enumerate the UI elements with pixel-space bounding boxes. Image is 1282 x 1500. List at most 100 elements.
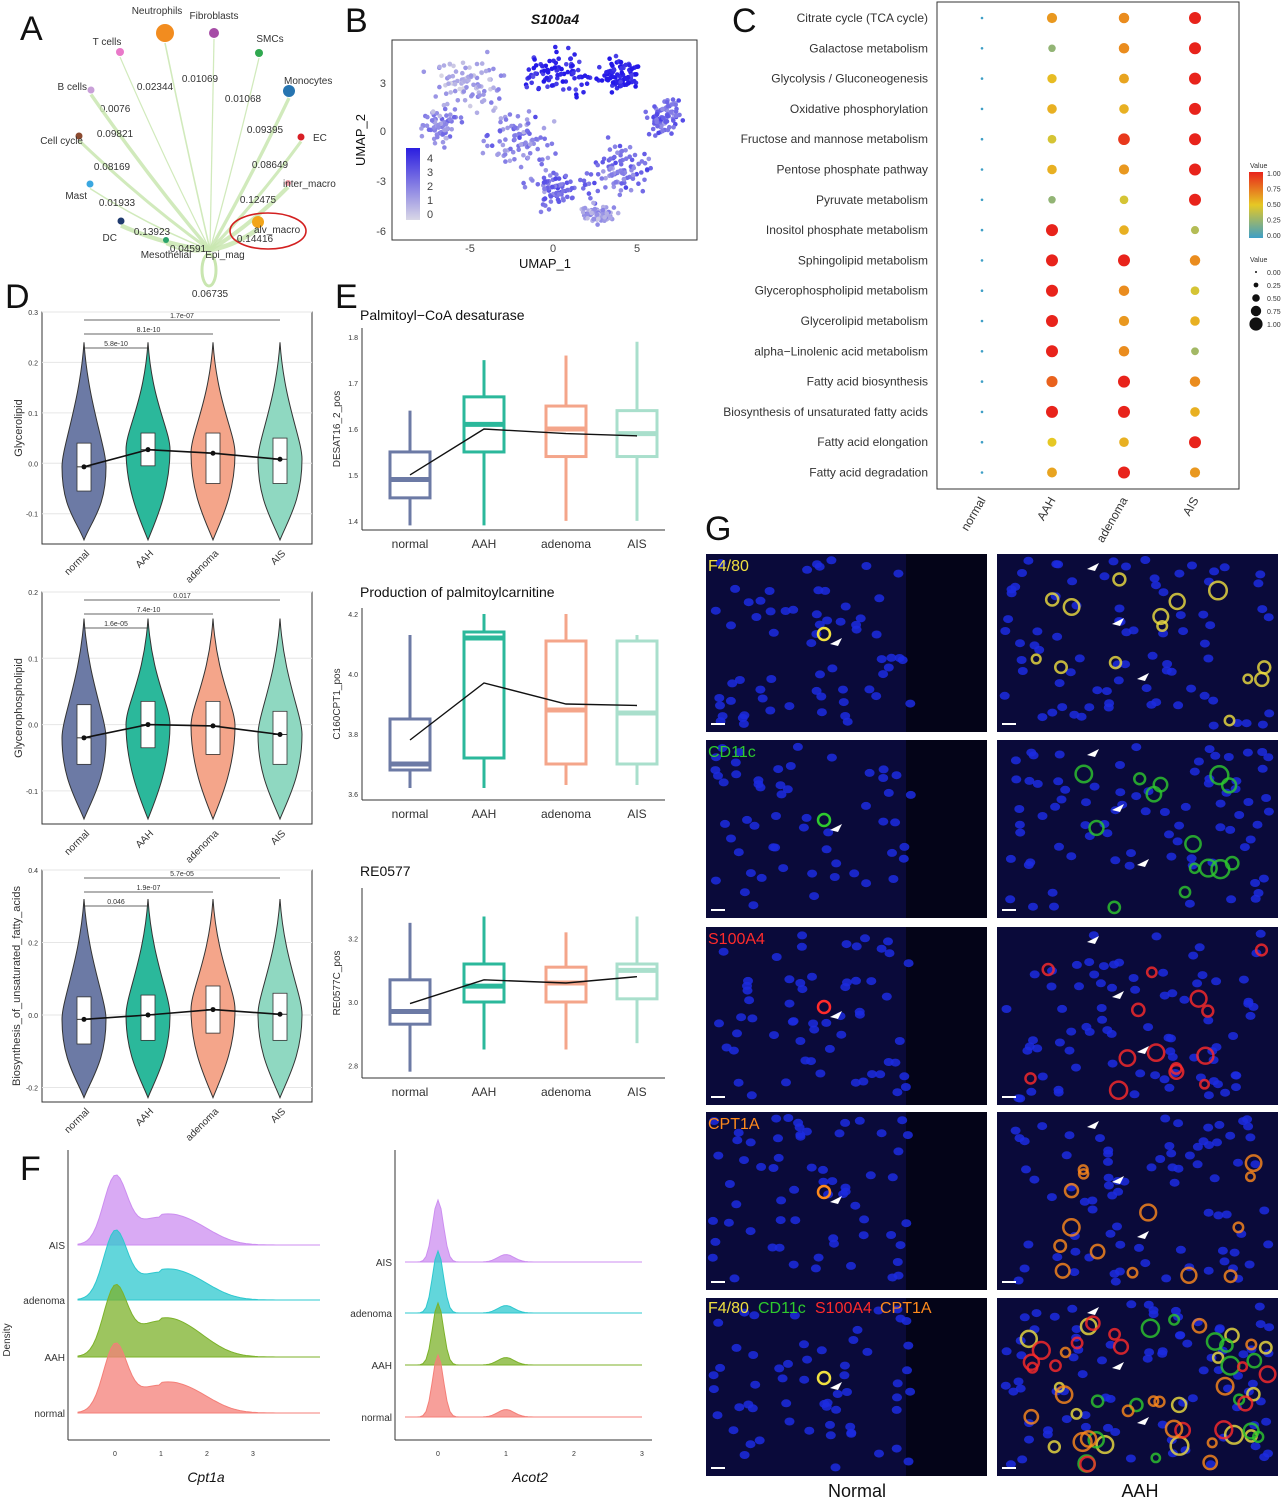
nucleus [842, 978, 852, 987]
nucleus [1047, 708, 1058, 717]
nucleus [845, 1422, 856, 1431]
dot-mark [1047, 73, 1057, 84]
dot-mark [980, 350, 984, 353]
signal [1126, 1266, 1139, 1279]
signal [1242, 673, 1254, 685]
nucleus [816, 1346, 827, 1355]
umap-point [584, 171, 590, 176]
nucleus [784, 1417, 795, 1426]
cell-node [285, 180, 291, 186]
signal [1070, 1336, 1084, 1350]
umap-point [524, 117, 530, 122]
violin-box [272, 710, 288, 765]
nucleus [1066, 852, 1077, 861]
nucleus [1092, 686, 1103, 695]
umap-point [594, 212, 600, 218]
panel-b-umap: S100a4 4 3 2 1 0 -5 0 5 3 0 -3 -6 UMAP_1 UMAP_2 [353, 11, 698, 271]
nucleus [1032, 779, 1043, 788]
nucleus [1054, 750, 1065, 759]
size-legend-tick: 0.75 [1267, 309, 1281, 316]
nucleus [893, 1271, 904, 1280]
umap-point [609, 61, 614, 67]
interaction-edge [209, 57, 260, 251]
nucleus [1131, 792, 1142, 801]
nucleus [1169, 1178, 1180, 1187]
size-legend-dot [1250, 305, 1262, 317]
nucleus [1053, 777, 1064, 786]
umap-ytick: -3 [376, 176, 386, 188]
nucleus [739, 888, 750, 897]
ridge-label: normal [361, 1413, 392, 1424]
umap-point [613, 180, 618, 185]
umap-colorbar-tick: 1 [427, 195, 433, 207]
nucleus [900, 1083, 911, 1091]
umap-point [485, 143, 490, 149]
nucleus [1203, 1208, 1214, 1217]
cell-node [163, 237, 169, 243]
nucleus [1174, 1331, 1185, 1340]
nucleus [1046, 1193, 1057, 1202]
nucleus [903, 1341, 914, 1350]
umap-point [659, 124, 664, 129]
nucleus [1192, 1160, 1203, 1169]
nucleus [1159, 808, 1170, 816]
nucleus [1211, 977, 1222, 986]
dot-mark [1046, 376, 1058, 388]
density-ridge [77, 1229, 320, 1301]
nucleus [1023, 556, 1034, 565]
nucleus [1239, 843, 1250, 852]
signal [1258, 1365, 1277, 1384]
umap-point [443, 91, 449, 96]
dark-region [906, 740, 987, 918]
signal [1214, 1420, 1234, 1440]
nucleus [850, 1201, 861, 1210]
nucleus [825, 1420, 835, 1429]
dot-mark [1119, 437, 1129, 448]
color-legend-tick: 1.00 [1267, 171, 1281, 178]
signal [1220, 777, 1238, 794]
nucleus [1199, 639, 1210, 648]
dotplot-rows: Citrate cycle (TCA cycle) Galactose metab… [723, 11, 1201, 480]
pathway-label: Pentose phosphate pathway [777, 163, 928, 177]
nucleus [893, 1147, 904, 1156]
nucleus [802, 565, 813, 574]
nucleus [1259, 1206, 1270, 1215]
ytick-label: 0.1 [28, 411, 38, 418]
nucleus [1186, 854, 1197, 863]
dot-mark [1118, 315, 1130, 327]
ridge-label: AIS [376, 1258, 392, 1269]
nucleus [814, 620, 825, 629]
umap-point [630, 176, 636, 181]
ytick-label: 1.7 [348, 381, 358, 388]
nucleus [1046, 982, 1057, 991]
nucleus [894, 654, 905, 662]
umap-colorbar-tick: 0 [427, 209, 433, 221]
pathway-label: Glycerophospholipid metabolism [755, 284, 928, 298]
umap-point [558, 71, 564, 77]
nucleus [1261, 1417, 1272, 1426]
nucleus [1050, 802, 1061, 811]
nucleus [710, 606, 721, 615]
nucleus [1219, 563, 1230, 572]
umap-point [553, 176, 558, 182]
nucleus [1028, 1036, 1038, 1045]
nucleus [807, 972, 817, 981]
nucleus [1024, 1042, 1035, 1051]
density-ridge [77, 1283, 320, 1358]
nucleus [775, 781, 786, 790]
nucleus [733, 1128, 744, 1137]
signal [1145, 785, 1163, 803]
nucleus [1014, 820, 1025, 829]
umap-point [665, 113, 670, 119]
size-legend-dot [1255, 271, 1257, 273]
nucleus [745, 1440, 756, 1449]
ytick-label: 1.8 [348, 335, 358, 342]
p-value: 0.017 [173, 593, 191, 600]
density-ridge [77, 1342, 320, 1414]
signal [1232, 1221, 1245, 1234]
nucleus [744, 996, 755, 1005]
umap-point [500, 142, 506, 148]
umap-point [554, 49, 559, 55]
nucleus [800, 1056, 811, 1065]
nucleus [1049, 1312, 1060, 1321]
